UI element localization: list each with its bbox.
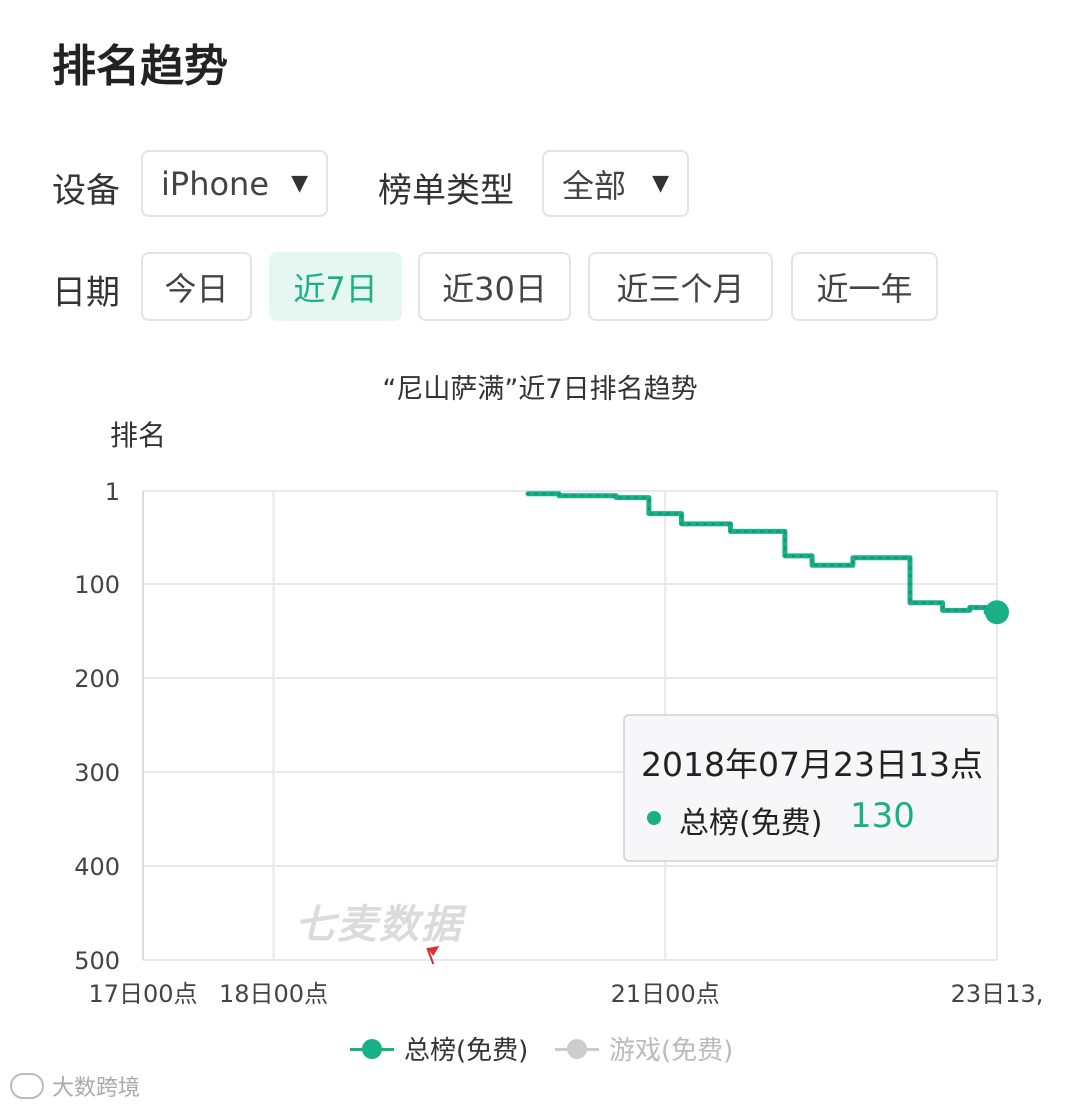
y-tick-label: 200	[74, 665, 120, 693]
list-type-select[interactable]: 全部 ▼	[542, 150, 689, 217]
date-option-3months[interactable]: 近三个月	[588, 252, 773, 321]
chevron-down-icon: ▼	[291, 171, 308, 196]
legend-label: 游戏(免费)	[609, 1036, 734, 1066]
tooltip-title: 2018年07月23日13点	[641, 745, 983, 784]
legend-marker-icon	[555, 1038, 599, 1059]
corner-brand-text: 大数跨境	[52, 1076, 141, 1101]
chart-title: “尼山萨满”近7日排名趋势	[382, 374, 697, 405]
device-select[interactable]: iPhone ▼	[141, 150, 328, 217]
series-line-total-free	[526, 491, 997, 615]
date-option-30days[interactable]: 近30日	[418, 252, 571, 321]
corner-brand: 大数跨境	[10, 1070, 140, 1102]
page-title: 排名趋势	[52, 41, 228, 92]
legend-label: 总榜(免费)	[404, 1036, 529, 1066]
y-tick-label: 400	[74, 853, 120, 881]
chart-tooltip: 2018年07月23日13点 总榜(免费) 130	[623, 714, 999, 862]
date-label: 日期	[52, 273, 120, 313]
legend-marker-icon	[350, 1038, 394, 1059]
flag-pole	[426, 947, 435, 965]
series-line-dots	[525, 492, 998, 614]
date-option-today[interactable]: 今日	[141, 252, 252, 321]
x-tick-label: 17日00点	[88, 980, 197, 1008]
flag-icon	[427, 946, 440, 956]
chevron-down-icon: ▼	[652, 171, 669, 196]
y-tick-label: 100	[74, 571, 120, 599]
date-option-1year[interactable]: 近一年	[791, 252, 938, 321]
tooltip-series-name: 总榜(免费)	[679, 806, 823, 841]
brand-logo-icon	[10, 1073, 44, 1099]
watermark-text: 七麦数据	[295, 902, 463, 948]
x-tick-label: 23日13,	[951, 980, 1044, 1008]
legend-item-total-free[interactable]: 总榜(免费)	[350, 1030, 528, 1067]
y-tick-label: 300	[74, 759, 120, 787]
list-type-label: 榜单类型	[378, 171, 514, 211]
y-tick-label: 1	[105, 478, 120, 506]
device-label: 设备	[52, 171, 120, 211]
x-tick-label: 21日00点	[611, 980, 720, 1008]
legend-item-games-free[interactable]: 游戏(免费)	[555, 1030, 733, 1067]
device-select-value: iPhone	[161, 164, 270, 203]
y-axis-label: 排名	[110, 419, 166, 452]
list-type-select-value: 全部	[562, 166, 627, 205]
highlighted-point	[985, 600, 1009, 625]
x-tick-label: 18日00点	[219, 980, 328, 1008]
tooltip-value: 130	[850, 796, 915, 836]
date-option-7days[interactable]: 近7日	[269, 252, 402, 321]
tooltip-series-dot	[647, 811, 661, 825]
y-tick-label: 500	[74, 947, 120, 975]
